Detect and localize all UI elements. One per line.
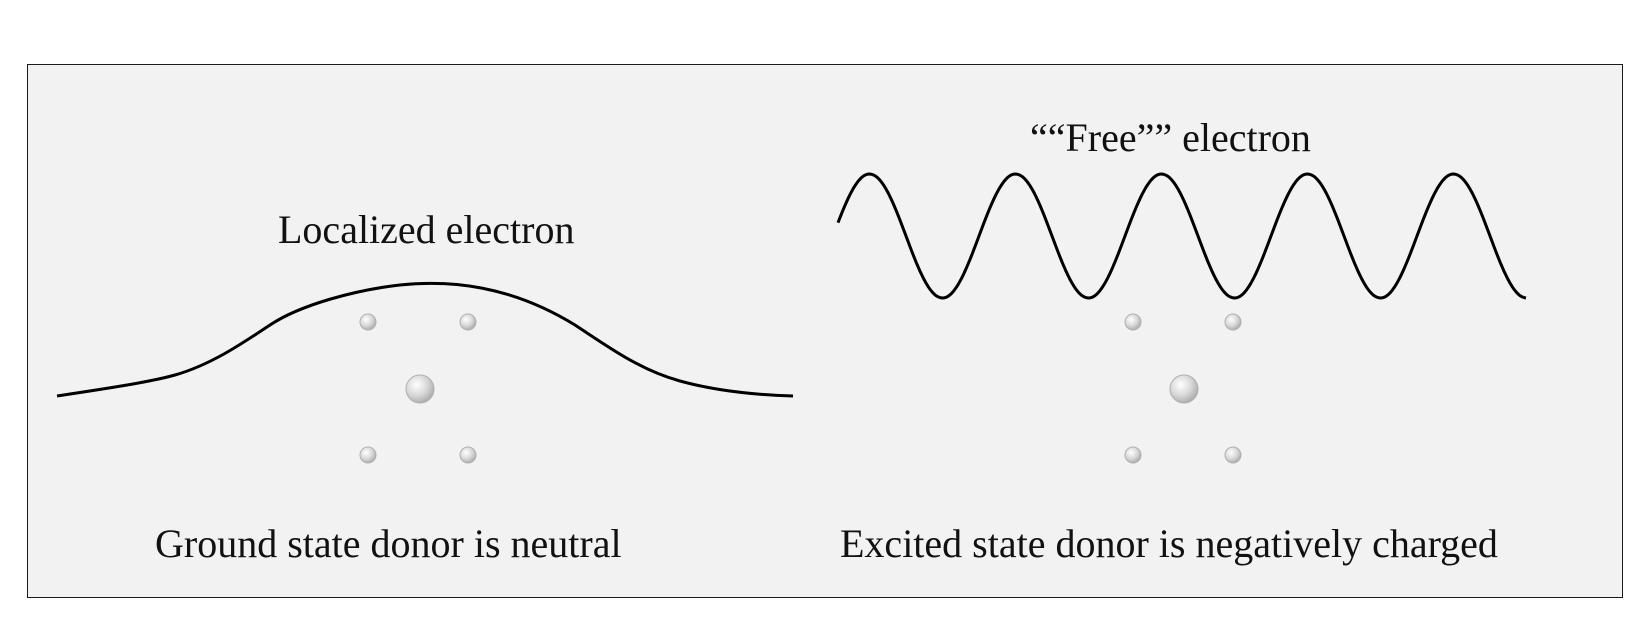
free-electron-label: ““Free”” electron [1030, 115, 1311, 160]
neighbor-atom [459, 446, 477, 464]
donor-atom-center [1169, 374, 1199, 404]
neighbor-atom [459, 313, 477, 331]
neighbor-atom [1124, 446, 1142, 464]
donor-atom-center [405, 374, 435, 404]
ground-state-caption: Ground state donor is neutral [155, 521, 622, 566]
neighbor-atom [359, 446, 377, 464]
neighbor-atom [359, 313, 377, 331]
figure-panel [27, 64, 1623, 598]
localized-electron-wave [56, 281, 794, 398]
neighbor-atom [1224, 313, 1242, 331]
neighbor-atom [1124, 313, 1142, 331]
localized-electron-label: Localized electron [278, 207, 575, 252]
free-electron-wave [836, 172, 1527, 300]
neighbor-atom [1224, 446, 1242, 464]
left-donor-atoms [359, 313, 477, 464]
right-donor-atoms [1124, 313, 1242, 464]
excited-state-caption: Excited state donor is negatively charge… [840, 521, 1498, 566]
